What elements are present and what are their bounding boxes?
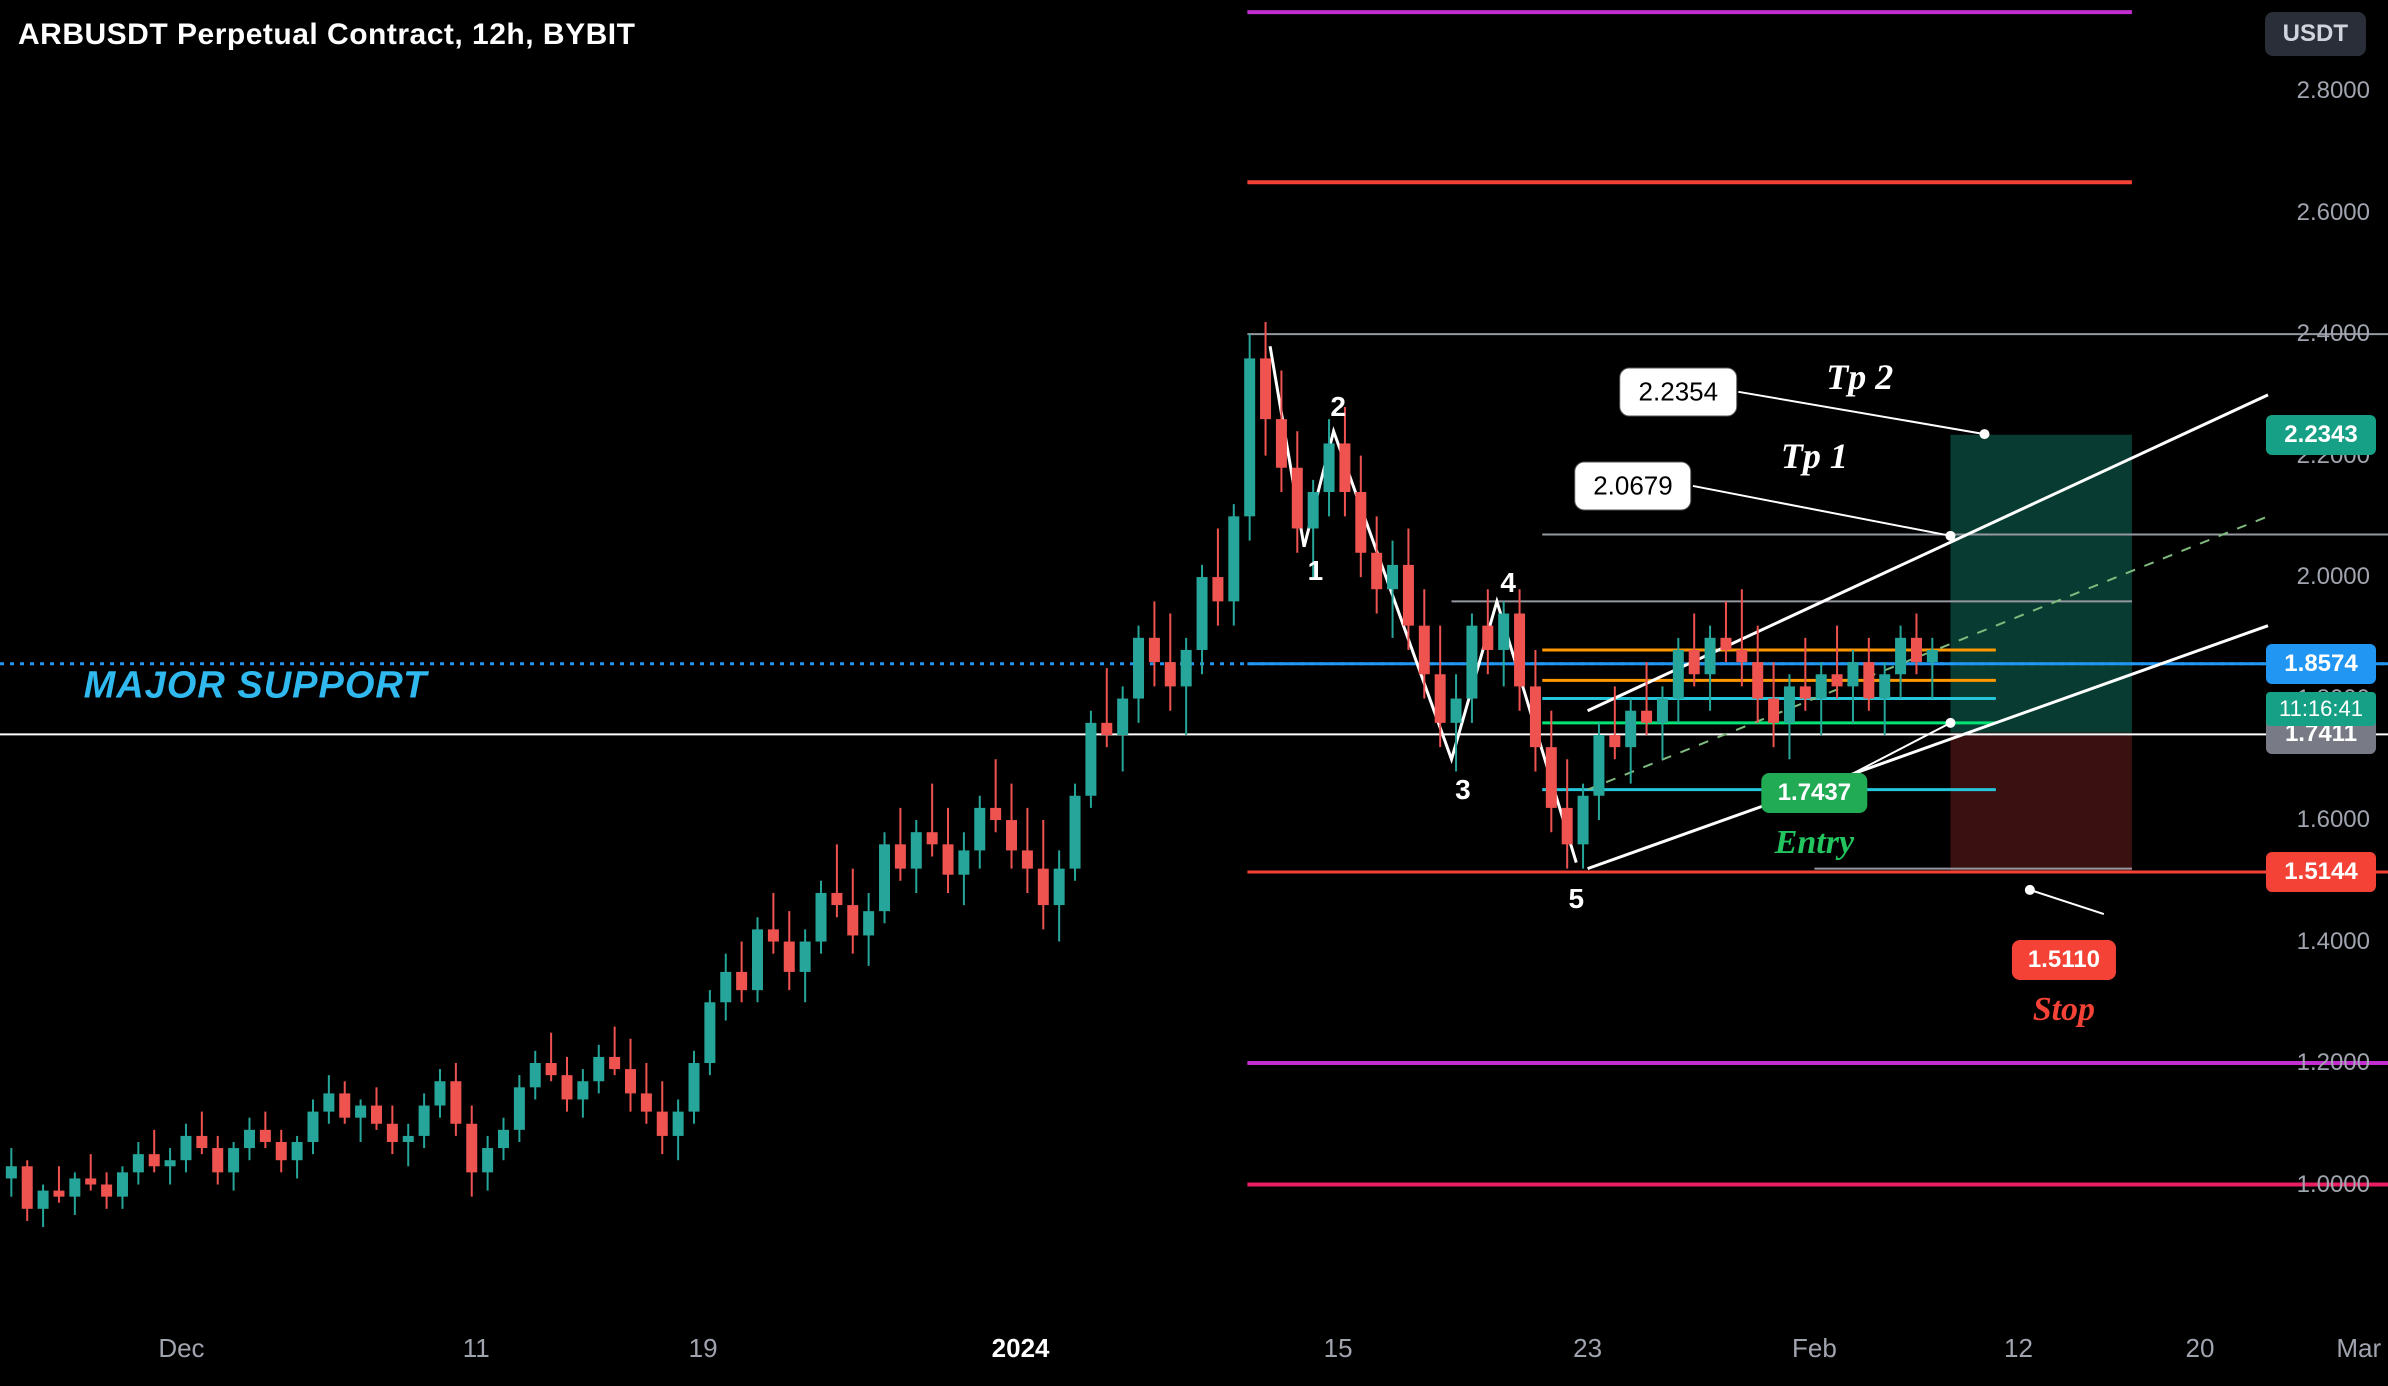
plot-area[interactable] bbox=[0, 0, 2268, 1306]
major-support-label: MAJOR SUPPORT bbox=[84, 665, 428, 708]
trading-chart[interactable]: ARBUSDT Perpetual Contract, 12h, BYBIT U… bbox=[0, 0, 2388, 1386]
currency-pill[interactable]: USDT bbox=[2265, 12, 2366, 56]
